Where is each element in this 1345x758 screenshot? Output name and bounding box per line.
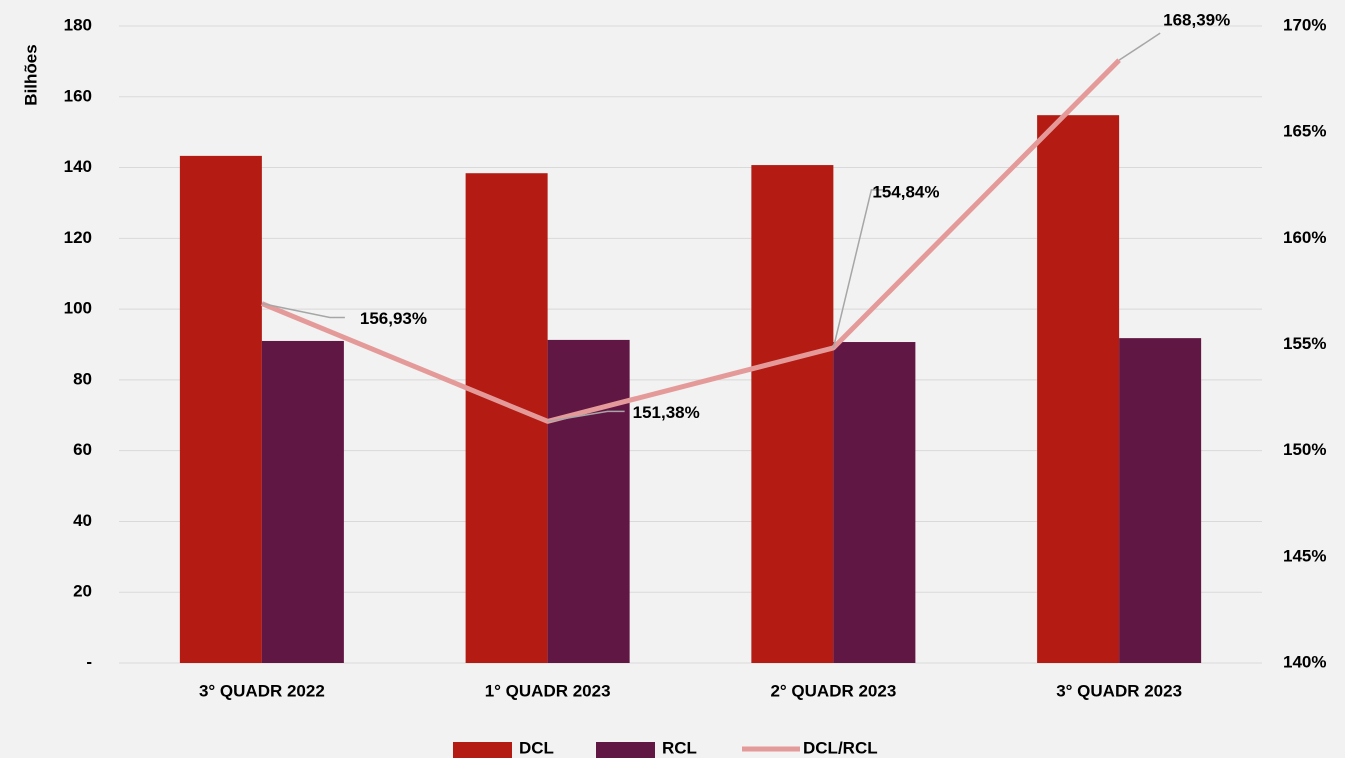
- legend-label: DCL/RCL: [803, 738, 878, 757]
- bar: [179, 155, 262, 663]
- bar: [751, 165, 834, 663]
- bar: [1119, 338, 1202, 663]
- legend-label: DCL: [519, 738, 554, 757]
- legend-label: RCL: [662, 738, 697, 757]
- y-axis-label: Bilhões: [21, 44, 40, 105]
- leader-line: [832, 189, 885, 349]
- x-tick-label: 3° QUADR 2022: [199, 681, 325, 700]
- legend-swatch: [453, 742, 512, 758]
- x-tick-label: 1° QUADR 2023: [485, 681, 611, 700]
- y-tick-label: 180: [64, 15, 92, 34]
- y2-tick-label: 145%: [1283, 546, 1326, 565]
- y-tick-label: 120: [64, 228, 92, 247]
- bar: [261, 340, 344, 663]
- data-label: 151,38%: [633, 403, 700, 422]
- line-series: [260, 58, 1121, 424]
- y2-tick-label: 170%: [1283, 15, 1326, 34]
- bar: [833, 342, 916, 663]
- y-tick-label: 80: [73, 369, 92, 388]
- bar: [1037, 115, 1120, 664]
- leader-line: [261, 302, 345, 319]
- data-label: 168,39%: [1163, 11, 1230, 30]
- leader-line: [1118, 32, 1161, 61]
- leader-line: [547, 410, 625, 423]
- y2-tick-label: 160%: [1283, 228, 1326, 247]
- legend-swatch: [596, 742, 655, 758]
- data-label: 156,93%: [360, 309, 427, 328]
- data-label: 154,84%: [872, 182, 939, 201]
- y-tick-label: 140: [64, 157, 92, 176]
- y2-tick-label: 155%: [1283, 334, 1326, 353]
- y-tick-label: 20: [73, 582, 92, 601]
- y2-tick-label: 140%: [1283, 652, 1326, 671]
- y2-tick-label: 150%: [1283, 440, 1326, 459]
- x-tick-label: 3° QUADR 2023: [1056, 681, 1182, 700]
- y-tick-label: 60: [73, 440, 92, 459]
- y-tick-label: 160: [64, 86, 92, 105]
- y-tick-label: 100: [64, 299, 92, 318]
- y-tick-label: 40: [73, 511, 92, 530]
- x-tick-label: 2° QUADR 2023: [770, 681, 896, 700]
- bar: [547, 339, 630, 663]
- y-tick-label: -: [86, 652, 92, 671]
- y2-tick-label: 165%: [1283, 122, 1326, 141]
